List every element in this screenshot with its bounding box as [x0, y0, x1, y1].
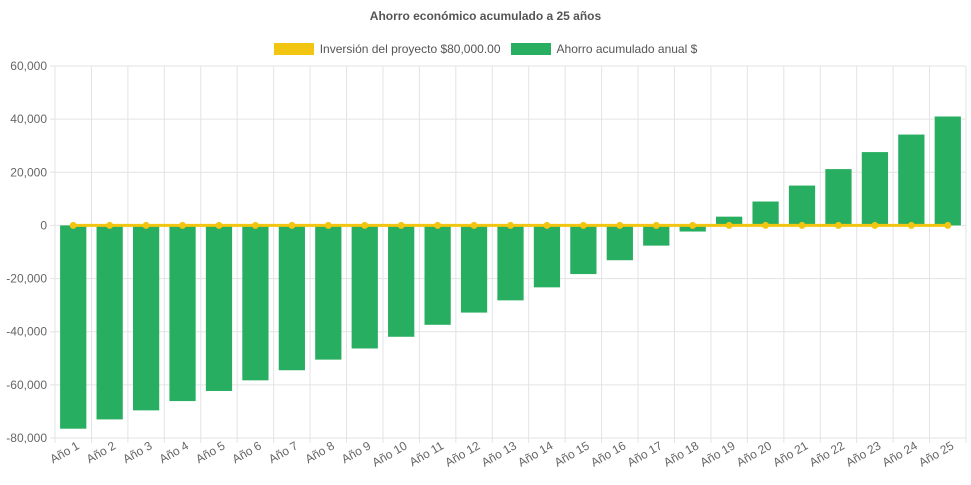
x-tick-label: Año 11 — [407, 438, 446, 469]
investment-point — [834, 221, 842, 229]
bar — [278, 225, 305, 371]
investment-point — [689, 221, 697, 229]
x-tick-label: Año 13 — [479, 438, 519, 469]
bar — [132, 225, 160, 411]
bar — [716, 216, 743, 226]
bar — [169, 225, 196, 402]
investment-point — [507, 221, 514, 229]
x-tick-label: Año 3 — [120, 438, 154, 466]
investment-point — [179, 221, 187, 229]
investment-point — [871, 221, 879, 229]
investment-point — [762, 221, 770, 229]
bar — [205, 225, 233, 391]
investment-point — [944, 221, 952, 229]
investment-point — [616, 221, 624, 229]
investment-point — [579, 221, 587, 229]
x-tick-label: Año 21 — [770, 438, 810, 469]
bar — [424, 225, 451, 325]
bar — [315, 225, 342, 360]
investment-point — [397, 221, 405, 229]
chart-title: Ahorro económico acumulado a 25 años — [369, 9, 602, 23]
investment-point — [215, 221, 223, 229]
investment-point — [798, 221, 806, 229]
bar — [898, 134, 925, 226]
x-tick-label: Año 23 — [843, 438, 883, 469]
bar — [533, 225, 561, 288]
x-tick-label: Año 22 — [807, 438, 847, 469]
y-tick-label: -80,000 — [6, 431, 47, 445]
bar — [606, 225, 633, 261]
investment-point — [142, 221, 150, 229]
x-tick-label: Año 1 — [47, 438, 81, 466]
legend-label-investment: Inversión del proyecto $80,000.00 — [319, 42, 501, 56]
x-tick-label: Año 10 — [370, 438, 410, 469]
investment-point — [543, 221, 551, 229]
x-tick-label: Año 7 — [266, 438, 300, 466]
legend-label-savings: Ahorro acumulado anual $ — [556, 42, 698, 56]
y-tick-label: 40,000 — [10, 112, 47, 126]
x-tick-label: Año 16 — [588, 438, 628, 469]
investment-point — [106, 221, 114, 229]
y-tick-label: -40,000 — [6, 325, 47, 339]
investment-point — [69, 221, 77, 229]
bar — [934, 116, 961, 226]
legend-swatch-savings — [510, 43, 551, 55]
x-tick-label: Año 15 — [552, 438, 592, 469]
investment-point — [324, 221, 332, 229]
bar — [460, 225, 488, 313]
y-tick-label: 20,000 — [10, 165, 47, 179]
investment-point — [434, 221, 442, 229]
bar — [643, 225, 670, 246]
x-tick-label: Año 8 — [303, 438, 337, 466]
bar — [497, 225, 524, 301]
bar — [60, 225, 87, 429]
y-tick-label: 0 — [40, 218, 47, 232]
investment-point — [725, 221, 733, 229]
investment-point — [288, 221, 296, 229]
bar — [788, 185, 816, 226]
x-tick-label: Año 9 — [339, 438, 373, 466]
y-tick-label: 60,000 — [10, 59, 47, 73]
investment-point — [470, 221, 478, 229]
x-tick-label: Año 4 — [157, 438, 191, 466]
investment-point — [251, 221, 259, 229]
y-tick-label: -20,000 — [6, 272, 47, 286]
x-tick-label: Año 18 — [661, 438, 701, 469]
x-tick-label: Año 6 — [230, 438, 264, 466]
x-tick-label: Año 20 — [734, 438, 774, 469]
x-tick-label: Año 25 — [916, 438, 956, 469]
bar — [861, 152, 889, 226]
y-tick-label: -60,000 — [6, 378, 47, 392]
bar — [388, 225, 415, 337]
x-tick-label: Año 12 — [443, 438, 483, 469]
legend: Inversión del proyecto $80,000.00 Ahorro… — [0, 42, 971, 56]
x-tick-label: Año 17 — [625, 438, 665, 469]
bar — [570, 225, 597, 275]
investment-point — [907, 221, 915, 229]
legend-item-investment[interactable]: Inversión del proyecto $80,000.00 — [273, 42, 501, 56]
x-tick-label: Año 24 — [880, 438, 920, 469]
investment-point — [652, 221, 660, 229]
legend-swatch-investment — [273, 43, 314, 55]
investment-point — [361, 221, 369, 229]
bar — [96, 225, 123, 420]
legend-item-savings[interactable]: Ahorro acumulado anual $ — [510, 42, 698, 56]
x-tick-label: Año 5 — [193, 438, 227, 466]
x-tick-label: Año 14 — [515, 438, 555, 469]
bar — [825, 169, 852, 226]
x-tick-label: Año 2 — [84, 438, 118, 466]
bar — [351, 225, 378, 349]
bar — [242, 225, 269, 381]
bar — [752, 201, 779, 226]
x-tick-label: Año 19 — [698, 438, 738, 469]
